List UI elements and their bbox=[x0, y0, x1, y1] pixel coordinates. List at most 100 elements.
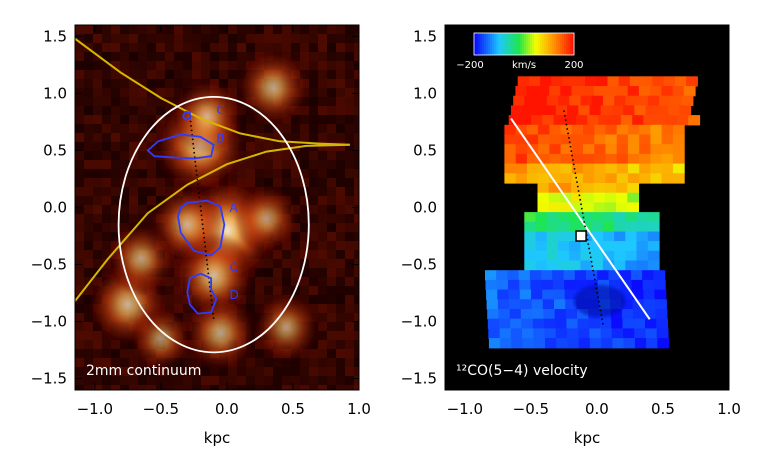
velocity-cell bbox=[574, 270, 587, 281]
velocity-cell bbox=[645, 328, 658, 339]
continuum-pixel bbox=[336, 250, 345, 259]
continuum-pixel bbox=[183, 70, 192, 79]
emission-clump-10 bbox=[129, 305, 193, 372]
continuum-pixel bbox=[147, 106, 156, 115]
colorbar-segment bbox=[530, 33, 533, 55]
continuum-pixel bbox=[147, 151, 156, 160]
continuum-pixel bbox=[264, 169, 273, 178]
continuum-pixel bbox=[255, 277, 264, 286]
continuum-pixel bbox=[345, 79, 354, 88]
continuum-pixel bbox=[345, 142, 354, 151]
velocity-cell bbox=[571, 202, 583, 213]
continuum-pixel bbox=[84, 160, 93, 169]
continuum-pixel bbox=[201, 43, 210, 52]
continuum-pixel bbox=[327, 178, 336, 187]
continuum-pixel bbox=[138, 205, 147, 214]
velocity-cell bbox=[569, 250, 581, 262]
continuum-pixel bbox=[228, 25, 237, 34]
velocity-cell bbox=[608, 270, 621, 281]
velocity-cell bbox=[623, 338, 636, 349]
continuum-pixel bbox=[273, 268, 282, 277]
velocity-cell bbox=[515, 163, 528, 174]
continuum-pixel bbox=[300, 61, 309, 70]
continuum-pixel bbox=[111, 52, 120, 61]
velocity-cell bbox=[647, 260, 660, 271]
continuum-pixel bbox=[336, 214, 345, 223]
velocity-cell bbox=[677, 115, 689, 126]
continuum-pixel bbox=[246, 367, 255, 376]
continuum-pixel bbox=[264, 43, 273, 52]
velocity-cell bbox=[631, 279, 644, 291]
continuum-pixel bbox=[327, 286, 336, 295]
continuum-pixel bbox=[84, 25, 93, 34]
velocity-cell bbox=[612, 105, 624, 116]
continuum-pixel bbox=[237, 169, 246, 178]
continuum-pixel bbox=[102, 187, 111, 196]
continuum-pixel bbox=[219, 385, 228, 390]
continuum-pixel bbox=[174, 52, 183, 61]
continuum-pixel bbox=[354, 340, 359, 349]
continuum-pixel bbox=[255, 34, 264, 43]
continuum-pixel bbox=[165, 385, 174, 390]
continuum-pixel bbox=[228, 376, 237, 385]
continuum-pixel bbox=[309, 124, 318, 133]
continuum-pixel bbox=[111, 79, 120, 88]
velocity-cell bbox=[593, 192, 606, 203]
continuum-pixel bbox=[345, 295, 354, 304]
continuum-pixel bbox=[282, 385, 291, 390]
right-y-tick-label-0: −1.5 bbox=[401, 370, 437, 388]
velocity-cell bbox=[569, 241, 581, 252]
continuum-pixel bbox=[327, 277, 336, 286]
continuum-pixel bbox=[291, 160, 300, 169]
colorbar-segment bbox=[568, 33, 571, 55]
velocity-cell bbox=[508, 289, 521, 300]
continuum-pixel bbox=[75, 214, 84, 223]
continuum-pixel bbox=[300, 151, 309, 160]
velocity-cell bbox=[571, 86, 584, 97]
velocity-cell bbox=[612, 338, 625, 349]
velocity-cell bbox=[545, 338, 557, 349]
velocity-cell bbox=[519, 289, 532, 300]
velocity-cell bbox=[486, 299, 499, 310]
right-x-tick-label-4: 1.0 bbox=[717, 400, 741, 418]
velocity-cell bbox=[604, 183, 617, 194]
continuum-pixel bbox=[291, 259, 300, 268]
velocity-cell bbox=[507, 270, 520, 281]
continuum-pixel bbox=[129, 196, 138, 205]
velocity-cell bbox=[499, 328, 512, 339]
continuum-pixel bbox=[354, 187, 359, 196]
continuum-pixel bbox=[111, 196, 120, 205]
velocity-cell bbox=[642, 270, 654, 281]
continuum-pixel bbox=[129, 61, 138, 70]
continuum-pixel bbox=[327, 160, 336, 169]
right-y-tick-label-1: −1.0 bbox=[401, 313, 437, 331]
continuum-pixel bbox=[219, 25, 228, 34]
left-x-tick-label-3: 0.5 bbox=[281, 400, 305, 418]
velocity-cell bbox=[508, 115, 521, 126]
continuum-pixel bbox=[327, 97, 336, 106]
velocity-cell bbox=[554, 309, 567, 320]
velocity-cell bbox=[569, 212, 581, 223]
colorbar-max-label: 200 bbox=[564, 60, 583, 71]
continuum-pixel bbox=[138, 115, 147, 124]
velocity-cell bbox=[567, 338, 580, 349]
continuum-pixel bbox=[273, 286, 282, 295]
continuum-pixel bbox=[120, 43, 129, 52]
velocity-cell bbox=[670, 95, 683, 106]
continuum-pixel bbox=[255, 286, 264, 295]
velocity-cell bbox=[565, 299, 577, 310]
continuum-pixel bbox=[84, 169, 93, 178]
colorbar-segment bbox=[494, 33, 497, 55]
velocity-cell bbox=[524, 95, 537, 106]
velocity-cell bbox=[571, 134, 584, 145]
velocity-cell bbox=[580, 241, 593, 252]
continuum-pixel bbox=[102, 25, 111, 34]
continuum-pixel bbox=[120, 349, 129, 358]
continuum-pixel bbox=[174, 79, 183, 88]
continuum-pixel bbox=[273, 385, 282, 390]
continuum-pixel bbox=[345, 169, 354, 178]
continuum-pixel bbox=[300, 241, 309, 250]
continuum-pixel bbox=[138, 88, 147, 97]
continuum-pixel bbox=[246, 295, 255, 304]
continuum-pixel bbox=[246, 25, 255, 34]
